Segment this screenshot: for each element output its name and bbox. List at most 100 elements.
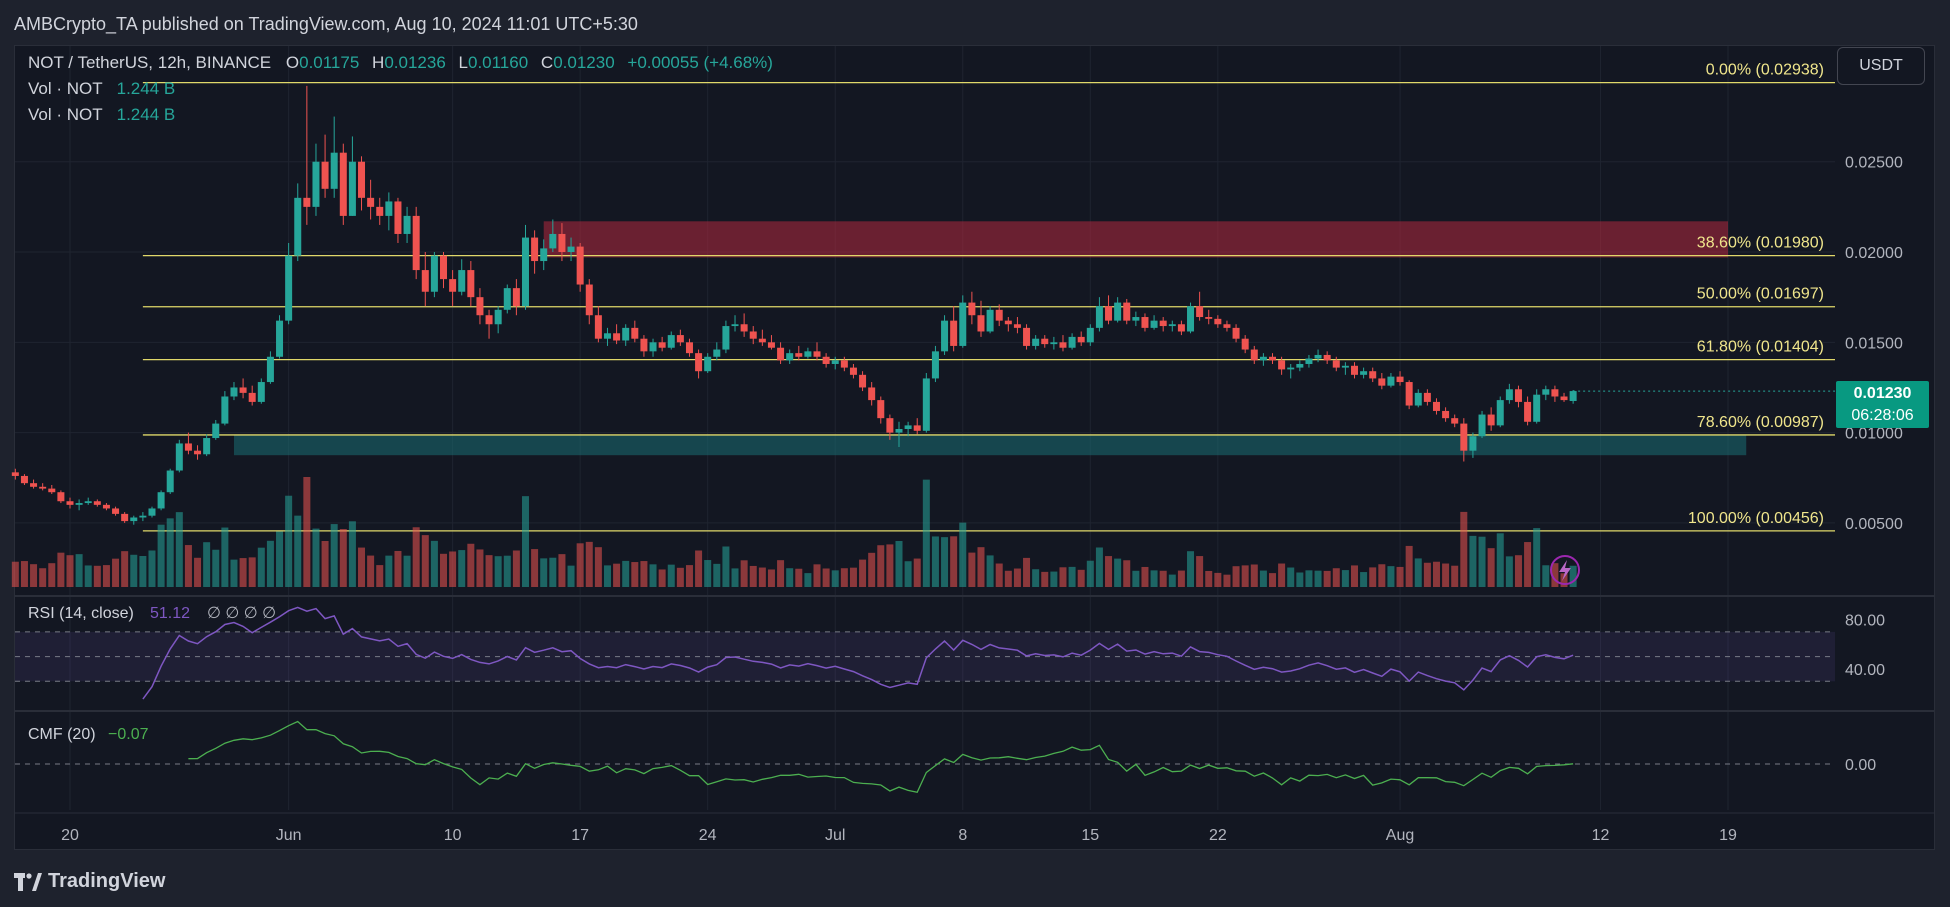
volume-bar bbox=[631, 562, 639, 587]
volume-bar bbox=[1414, 558, 1422, 587]
candle bbox=[685, 338, 693, 357]
currency-button[interactable]: USDT bbox=[1837, 47, 1925, 85]
candle-body bbox=[1259, 356, 1267, 361]
low-value: 0.01160 bbox=[467, 53, 529, 72]
candle bbox=[430, 252, 438, 298]
volume-bar bbox=[777, 560, 785, 587]
fib-label: 50.00% (0.01697) bbox=[1697, 286, 1824, 303]
volume-bar bbox=[1369, 567, 1377, 587]
volume-bar bbox=[695, 550, 703, 587]
candle bbox=[1041, 335, 1049, 348]
candle bbox=[640, 335, 648, 357]
candle-body bbox=[1460, 423, 1468, 451]
volume-bar bbox=[212, 549, 220, 587]
symbol-name[interactable]: NOT / TetherUS, 12h, BINANCE bbox=[28, 53, 272, 72]
candle bbox=[549, 219, 557, 253]
candle bbox=[849, 363, 857, 379]
candle bbox=[367, 179, 375, 220]
supply-zone bbox=[543, 221, 1728, 258]
volume-bar bbox=[1032, 569, 1040, 587]
volume-bar bbox=[685, 565, 693, 587]
volume-bar bbox=[294, 515, 302, 587]
candle bbox=[339, 143, 347, 225]
candle bbox=[184, 432, 192, 455]
volume-bar bbox=[1095, 547, 1103, 587]
volume-bar bbox=[941, 537, 949, 587]
volume-bar bbox=[403, 555, 411, 587]
candle bbox=[1177, 320, 1185, 336]
candle-body bbox=[685, 342, 693, 354]
candle bbox=[859, 371, 867, 392]
candle-body bbox=[704, 356, 712, 372]
candle-body bbox=[230, 387, 238, 397]
tradingview-logo[interactable]: TradingView bbox=[14, 870, 165, 893]
candle-body bbox=[649, 342, 657, 352]
candle-body bbox=[11, 472, 19, 476]
candle-body bbox=[1123, 302, 1131, 321]
date-tick-label: 12 bbox=[1592, 827, 1610, 844]
volume-bar bbox=[658, 569, 666, 587]
volume-bar bbox=[1013, 568, 1021, 587]
candle bbox=[1323, 351, 1331, 364]
candle bbox=[1305, 354, 1313, 368]
candle bbox=[594, 306, 602, 343]
candle bbox=[348, 136, 356, 216]
candle-body bbox=[1387, 376, 1395, 386]
volume-bar bbox=[93, 565, 101, 587]
date-tick-label: 15 bbox=[1081, 827, 1099, 844]
volume-bar bbox=[558, 554, 566, 587]
open-label: O bbox=[285, 53, 300, 72]
date-tick-label: 20 bbox=[61, 827, 79, 844]
candle bbox=[48, 484, 56, 495]
candle-body bbox=[613, 333, 621, 341]
volume-bar bbox=[248, 557, 256, 587]
candle-body bbox=[358, 161, 366, 198]
rsi-line bbox=[142, 606, 1574, 700]
candle-body bbox=[139, 515, 147, 518]
volume-bar bbox=[603, 565, 611, 587]
candle bbox=[1569, 389, 1577, 404]
candle bbox=[777, 342, 785, 364]
volume-bar bbox=[1241, 565, 1249, 587]
candle bbox=[1278, 356, 1286, 375]
candle-body bbox=[1542, 389, 1550, 395]
candle bbox=[1387, 373, 1395, 388]
volume-legend-1[interactable]: Vol · NOT 1.244 B bbox=[28, 79, 175, 99]
candle-body bbox=[968, 302, 976, 316]
candle-body bbox=[394, 201, 402, 234]
volume-legend-2[interactable]: Vol · NOT 1.244 B bbox=[28, 105, 175, 125]
volume-bar bbox=[476, 549, 484, 587]
candle-body bbox=[1469, 436, 1477, 451]
candle-body bbox=[30, 483, 38, 487]
candle bbox=[394, 197, 402, 243]
volume-bar bbox=[203, 542, 211, 587]
candle-body bbox=[403, 215, 411, 234]
volume-bar bbox=[959, 522, 967, 587]
volume-bar bbox=[549, 557, 557, 587]
cmf-axis-label: 0.00 bbox=[1845, 757, 1876, 774]
candles bbox=[11, 85, 1577, 525]
candle-body bbox=[931, 351, 939, 379]
candle bbox=[1232, 324, 1240, 343]
volume-bar bbox=[895, 541, 903, 587]
candle bbox=[130, 515, 138, 525]
volume-bar bbox=[1533, 528, 1541, 587]
volume-bar bbox=[622, 560, 630, 587]
candle-body bbox=[722, 326, 730, 350]
candle bbox=[1478, 410, 1486, 439]
tradingview-logo-icon bbox=[14, 872, 42, 891]
candle-body bbox=[1305, 358, 1313, 364]
candle bbox=[1551, 385, 1559, 402]
volume-bar bbox=[1496, 533, 1504, 587]
candle-body bbox=[995, 309, 1003, 321]
candle bbox=[767, 335, 775, 350]
volume-bar bbox=[1077, 569, 1085, 587]
candle bbox=[467, 261, 475, 307]
candle-body bbox=[603, 333, 611, 339]
candle bbox=[449, 270, 457, 307]
candle bbox=[1059, 335, 1067, 352]
volume-bar bbox=[567, 565, 575, 587]
candle bbox=[257, 378, 265, 404]
volume-bar bbox=[968, 552, 976, 587]
